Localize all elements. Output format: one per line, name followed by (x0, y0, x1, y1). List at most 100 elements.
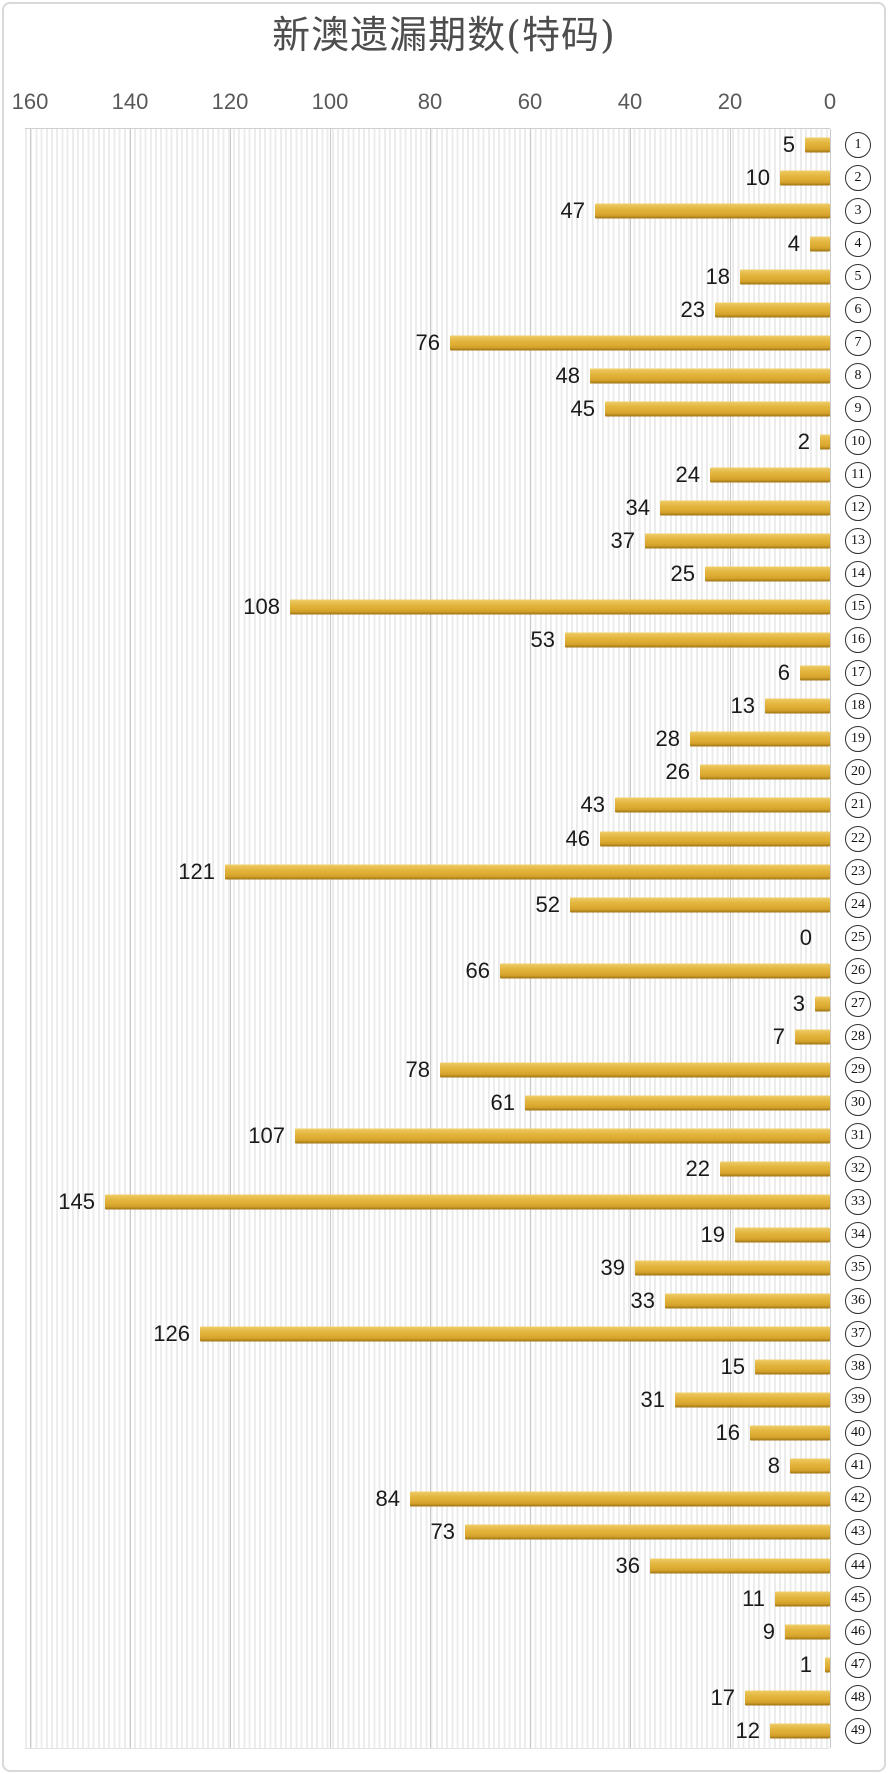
bar-row: 107 31 (25, 1119, 884, 1152)
gridline (530, 129, 531, 1748)
bar (775, 1591, 830, 1607)
bar-row: 22 32 (25, 1152, 884, 1185)
gridline (730, 129, 731, 1748)
bar-row: 0 25 (25, 921, 884, 954)
bar (735, 1227, 830, 1243)
bar-value-label: 45 (570, 395, 595, 421)
bar-value-label: 8 (767, 1453, 780, 1479)
bar (700, 764, 830, 780)
bar (565, 632, 830, 648)
bar (600, 831, 830, 846)
bar (780, 170, 830, 186)
bar (790, 1458, 830, 1474)
category-badge: 7 (845, 329, 871, 356)
bar (825, 1657, 830, 1673)
bar (200, 1326, 830, 1342)
bar-value-label: 46 (565, 825, 590, 851)
bar (715, 302, 830, 318)
bar-value-label: 76 (415, 329, 440, 355)
bar-value-label: 1 (799, 1651, 812, 1677)
bar-value-label: 47 (560, 197, 585, 223)
bar-value-label: 37 (610, 528, 635, 554)
bar (290, 599, 830, 615)
x-axis-tick-label: 40 (617, 89, 643, 114)
category-badge: 39 (845, 1387, 871, 1414)
bar (500, 963, 830, 979)
bar-row: 11 45 (25, 1582, 884, 1615)
category-badge: 45 (845, 1585, 871, 1612)
bar (720, 1161, 830, 1177)
bar-value-label: 13 (730, 693, 755, 719)
bar-row: 12 49 (25, 1714, 884, 1747)
bar-row: 39 35 (25, 1252, 884, 1285)
bar (745, 1690, 830, 1706)
bar (675, 1392, 830, 1408)
bar-row: 43 21 (25, 789, 884, 822)
bar-value-label: 36 (615, 1552, 640, 1578)
x-axis: 160 140 120 100 80 60 40 20 0 (0, 90, 888, 116)
category-badge: 20 (845, 759, 871, 786)
bar (660, 500, 830, 516)
x-axis-tick-label: 20 (717, 89, 743, 114)
x-axis-tick-label: 0 (823, 89, 837, 114)
bar (635, 1260, 830, 1276)
bar-row: 46 22 (25, 822, 884, 855)
category-badge: 27 (845, 990, 871, 1017)
bar-value-label: 23 (680, 296, 705, 322)
bar-rows: 5 1 10 2 47 3 4 4 18 5 23 6 76 7 48 8 45 9 2 10 24 11 34 12 37 13… (25, 128, 884, 1747)
bar-row: 31 39 (25, 1384, 884, 1417)
bar-value-label: 22 (685, 1155, 710, 1181)
bar-value-label: 66 (465, 957, 490, 983)
category-badge: 2 (845, 164, 871, 191)
bar-value-label: 11 (742, 1585, 765, 1611)
bar-value-label: 28 (655, 726, 680, 752)
gridline (430, 129, 431, 1748)
bar-value-label: 33 (630, 1288, 655, 1314)
bar-row: 26 20 (25, 756, 884, 789)
bar-row: 15 38 (25, 1351, 884, 1384)
bar-row: 2 10 (25, 425, 884, 458)
bar-value-label: 15 (720, 1354, 745, 1380)
bar-row: 10 2 (25, 161, 884, 194)
bar-row: 66 26 (25, 954, 884, 987)
bar-value-label: 107 (248, 1122, 285, 1148)
bar-value-label: 31 (640, 1387, 665, 1413)
bar (770, 1723, 830, 1739)
bar-row: 45 9 (25, 392, 884, 425)
category-badge: 32 (845, 1155, 871, 1182)
bar-row: 3 27 (25, 987, 884, 1020)
bar (465, 1524, 830, 1540)
bar-row: 8 41 (25, 1450, 884, 1483)
bar (595, 203, 830, 219)
bar-value-label: 0 (799, 924, 812, 950)
bar (665, 1293, 830, 1309)
bar-row: 1 47 (25, 1648, 884, 1681)
bar-value-label: 78 (405, 1056, 430, 1082)
bar-row: 17 48 (25, 1681, 884, 1714)
bar-value-label: 7 (772, 1023, 785, 1049)
bar-value-label: 24 (675, 461, 700, 487)
bar-value-label: 145 (58, 1189, 95, 1215)
bar-row: 19 34 (25, 1219, 884, 1252)
bar-value-label: 16 (715, 1420, 740, 1446)
bar-value-label: 26 (665, 759, 690, 785)
bar-value-label: 52 (535, 891, 560, 917)
gridline (130, 129, 131, 1748)
bar (765, 698, 830, 714)
category-badge: 16 (845, 627, 871, 654)
bar (805, 137, 830, 153)
category-badge: 43 (845, 1519, 871, 1546)
bar-row: 34 12 (25, 492, 884, 525)
bar-value-label: 2 (797, 428, 810, 454)
bar-row: 108 15 (25, 591, 884, 624)
bar-value-label: 4 (787, 230, 800, 256)
bar-value-label: 43 (580, 792, 605, 818)
category-badge: 30 (845, 1089, 871, 1116)
category-badge: 47 (845, 1651, 871, 1678)
category-badge: 3 (845, 197, 871, 224)
gridline (30, 129, 31, 1748)
category-badge: 9 (845, 395, 871, 422)
